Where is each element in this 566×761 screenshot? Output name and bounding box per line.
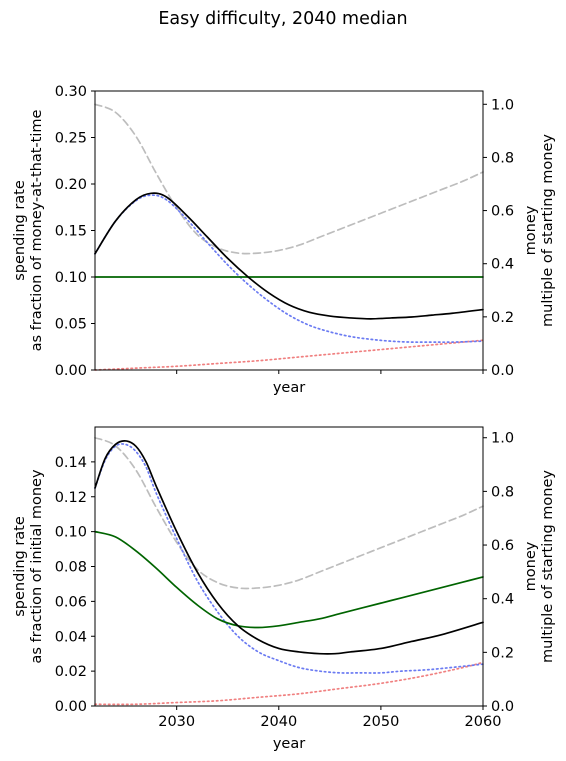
top-y-tick-label: 0.10 xyxy=(55,270,87,286)
top-y-axis-label: spending rateas fraction of money-at-tha… xyxy=(12,110,45,352)
bottom-series-green xyxy=(94,530,484,629)
bottom-chart-panel: 2030 2040 2050 2060 year 0.00 0.02 0.04 0.06 0.08… xyxy=(12,426,556,752)
bottom-series-red_dotted xyxy=(94,661,484,706)
top-series-gray_dashed xyxy=(94,103,484,255)
bottom-y-tick-label: 0.10 xyxy=(55,525,87,541)
bottom-y2-tick-label: 0.6 xyxy=(491,538,514,554)
bottom-y2-axis-label-line1: money xyxy=(523,541,539,591)
top-series-red_dotted xyxy=(94,339,484,371)
bottom-y-tick-label: 0.12 xyxy=(55,490,87,506)
bottom-y-axis-label-line2: as fraction of initial money xyxy=(29,469,45,664)
bottom-y-tick-label: 0.04 xyxy=(55,629,87,645)
top-y-tick-label: 0.00 xyxy=(55,363,87,379)
bottom-y2-tick-label: 0.8 xyxy=(491,484,514,500)
bottom-y-axis-label-line1: spending rate xyxy=(12,516,28,617)
top-y2-tick-label: 0.4 xyxy=(491,257,514,273)
top-plot-frame xyxy=(94,90,484,371)
top-y2-axis-label-line1: money xyxy=(523,205,539,255)
bottom-y2-tick-label: 0.2 xyxy=(491,645,514,661)
bottom-y-tick-label: 0.02 xyxy=(55,664,87,680)
top-y-tick-label: 0.05 xyxy=(55,317,87,333)
bottom-x-tick-label: 2060 xyxy=(465,714,502,730)
figure-title: Easy difficulty, 2040 median xyxy=(158,9,407,29)
bottom-series-gray_dashed xyxy=(94,436,484,590)
top-y-tick-label: 0.15 xyxy=(55,224,87,240)
top-y2-tick-label: 0.6 xyxy=(491,204,514,220)
bottom-series-black xyxy=(94,440,484,655)
bottom-y-tick-label: 0.14 xyxy=(55,455,87,471)
top-y2-tick-label: 0.0 xyxy=(491,363,514,379)
bottom-y-tick-label: 0.00 xyxy=(55,699,87,715)
top-y2-tick-label: 0.8 xyxy=(491,150,514,166)
bottom-y2-tick-label: 1.0 xyxy=(491,431,514,447)
top-y-tick-label: 0.30 xyxy=(55,84,87,100)
bottom-y2-tick-label: 0.4 xyxy=(491,592,514,608)
bottom-y-tick-label: 0.08 xyxy=(55,560,87,576)
top-y-tick-label: 0.25 xyxy=(55,131,87,147)
top-series-blue_dotted xyxy=(94,194,484,344)
bottom-series-blue_dotted xyxy=(94,443,484,674)
top-chart-panel: year 0.00 0.05 0.10 0.15 0.20 0.25 0.30 0.0 0.2 0.… xyxy=(12,84,556,396)
bottom-y2-axis-label: moneymultiple of starting money xyxy=(523,470,556,663)
bottom-x-tick-label: 2030 xyxy=(158,714,195,730)
top-y2-tick-label: 0.2 xyxy=(491,310,514,326)
bottom-x-axis-label: year xyxy=(273,736,305,752)
bottom-x-tick-label: 2050 xyxy=(362,714,399,730)
top-y2-axis-label-line2: multiple of starting money xyxy=(540,134,556,327)
bottom-y-axis-label: spending rateas fraction of initial mone… xyxy=(12,469,45,664)
bottom-y2-tick-label: 0.0 xyxy=(491,699,514,715)
top-y2-axis-label: moneymultiple of starting money xyxy=(523,134,556,327)
top-y2-tick-label: 1.0 xyxy=(491,97,514,113)
top-y-axis-label-line2: as fraction of money-at-that-time xyxy=(29,110,45,352)
top-series-black xyxy=(94,192,484,320)
bottom-y-tick-label: 0.06 xyxy=(55,594,87,610)
top-y-axis-label-line1: spending rate xyxy=(12,180,28,281)
bottom-y2-axis-label-line2: multiple of starting money xyxy=(540,470,556,663)
top-x-axis-label: year xyxy=(273,380,305,396)
top-y-tick-label: 0.20 xyxy=(55,177,87,193)
bottom-x-tick-label: 2040 xyxy=(260,714,297,730)
